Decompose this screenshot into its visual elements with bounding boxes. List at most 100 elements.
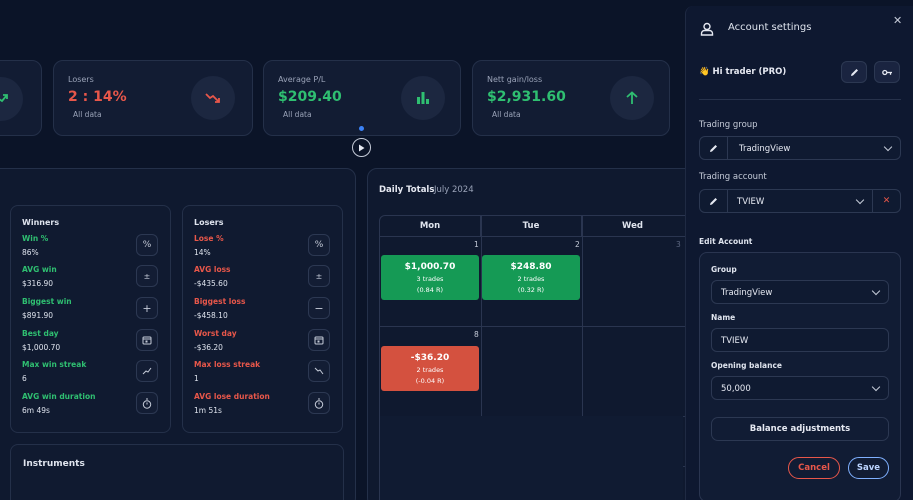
calendar-title: Daily Totals (379, 185, 435, 195)
name-input[interactable]: TVIEW (711, 328, 889, 352)
account-settings-panel: Account settings ✕ 👋 Hi trader (PRO) Tra… (685, 6, 913, 500)
instruments-title: Instruments (23, 459, 85, 469)
edit-profile-button[interactable] (841, 61, 867, 83)
stat-label: Nett gain/loss (487, 75, 543, 84)
group-label: Group (711, 265, 737, 274)
trading-account-label: Trading account (699, 172, 767, 182)
metric-name: AVG loss (194, 265, 231, 274)
day-trades: 2 trades (517, 275, 545, 283)
metric-value: $891.90 (22, 311, 54, 320)
winners-row-best-day: Best day $1,000.70 (22, 329, 158, 359)
chevron-down-icon (883, 142, 893, 152)
trend-up-icon[interactable] (136, 360, 158, 382)
day-number: 2 (575, 240, 580, 249)
stat-card-nett-gain-loss: Nett gain/loss $2,931.60 All data (472, 60, 670, 136)
winners-row-avg-win: AVG win $316.90 ± (22, 265, 158, 295)
pencil-icon[interactable] (700, 137, 728, 159)
winners-title: Winners (22, 218, 60, 227)
metric-name: AVG win (22, 265, 57, 274)
trading-group-label: Trading group (699, 120, 758, 130)
delete-account-button[interactable]: ✕ (872, 190, 900, 212)
day-trades: 3 trades (416, 275, 444, 283)
calendar-month: July 2024 (434, 185, 474, 195)
calendar-icon[interactable] (136, 329, 158, 351)
calendar-icon[interactable] (308, 329, 330, 351)
calendar-day-wed: Wed (622, 221, 643, 231)
cancel-button[interactable]: Cancel (788, 457, 840, 479)
metric-name: AVG win duration (22, 392, 96, 401)
bar-chart-icon (401, 76, 445, 120)
winners-row-avg-win-duration: AVG win duration 6m 49s (22, 392, 158, 422)
stat-card-partial (0, 60, 42, 136)
calendar-day-mon: Mon (380, 216, 481, 236)
metric-name: Win % (22, 234, 49, 243)
play-icon (359, 144, 365, 151)
percent-icon[interactable]: % (308, 234, 330, 256)
trading-group-select[interactable]: TradingView (699, 136, 901, 160)
balance-adjustments-button[interactable]: Balance adjustments (711, 417, 889, 441)
stat-value: 2 : 14% (68, 89, 127, 105)
plus-icon[interactable]: + (136, 297, 158, 319)
metric-value: 86% (22, 248, 39, 257)
chevron-down-icon (871, 382, 881, 392)
plus-minus-icon[interactable]: ± (136, 265, 158, 287)
metric-value: 6m 49s (22, 406, 50, 415)
metric-value: 1 (194, 374, 199, 383)
metric-value: $316.90 (22, 279, 54, 288)
metric-name: Lose % (194, 234, 224, 243)
day-tile-8[interactable]: -$36.20 2 trades (-0.04 R) (381, 346, 479, 391)
save-button[interactable]: Save (848, 457, 889, 479)
plus-minus-icon[interactable]: ± (308, 265, 330, 287)
percent-icon[interactable]: % (136, 234, 158, 256)
stat-sub: All data (283, 110, 312, 119)
carousel-dot[interactable] (359, 126, 364, 131)
instruments-panel: Instruments (10, 444, 344, 500)
trend-up-icon (0, 77, 23, 121)
name-value: TVIEW (721, 336, 749, 346)
trend-down-icon (191, 76, 235, 120)
metric-name: Max win streak (22, 360, 87, 369)
metric-value: 6 (22, 374, 27, 383)
metric-value: 1m 51s (194, 406, 222, 415)
opening-balance-value: 50,000 (721, 384, 751, 394)
metric-name: Worst day (194, 329, 237, 338)
day-total: -$36.20 (410, 353, 450, 363)
pencil-icon[interactable] (700, 190, 728, 212)
key-button[interactable] (874, 61, 900, 83)
winners-row-max-win-streak: Max win streak 6 (22, 360, 158, 390)
stopwatch-icon[interactable] (308, 392, 330, 414)
trading-account-select[interactable]: TVIEW ✕ (699, 189, 901, 213)
day-tile-1[interactable]: $1,000.70 3 trades (0.84 R) (381, 255, 479, 300)
greeting: 👋 Hi trader (PRO) (699, 67, 787, 77)
day-number: 1 (474, 240, 479, 249)
group-select[interactable]: TradingView (711, 280, 889, 304)
stat-value: $2,931.60 (487, 89, 566, 105)
minus-icon[interactable]: − (308, 297, 330, 319)
losers-row-worst-day: Worst day -$36.20 (194, 329, 330, 359)
losers-row-max-loss-streak: Max loss streak 1 (194, 360, 330, 390)
panel-title: Account settings (728, 22, 812, 33)
day-total: $1,000.70 (404, 262, 456, 272)
divider (699, 99, 901, 100)
metric-value: -$435.60 (194, 279, 228, 288)
pencil-icon (850, 68, 858, 76)
trend-down-icon[interactable] (308, 360, 330, 382)
opening-balance-select[interactable]: 50,000 (711, 376, 889, 400)
play-button[interactable] (352, 138, 371, 157)
day-total: $248.80 (510, 262, 552, 272)
opening-balance-label: Opening balance (711, 361, 782, 370)
day-r: (0.32 R) (517, 286, 545, 294)
metric-name: Biggest loss (194, 297, 246, 306)
stopwatch-icon[interactable] (136, 392, 158, 414)
metric-name: Best day (22, 329, 59, 338)
winners-row-win-pct: Win % 86% % (22, 234, 158, 264)
close-icon[interactable]: ✕ (893, 14, 903, 27)
losers-row-lose-pct: Lose % 14% % (194, 234, 330, 264)
day-tile-2[interactable]: $248.80 2 trades (0.32 R) (482, 255, 580, 300)
metric-value: -$458.10 (194, 311, 228, 320)
trading-group-value: TradingView (739, 144, 791, 154)
losers-row-avg-loss: AVG loss -$435.60 ± (194, 265, 330, 295)
chevron-down-icon (855, 195, 865, 205)
metric-value: $1,000.70 (22, 343, 61, 352)
stat-card-losers: Losers 2 : 14% All data (53, 60, 253, 136)
